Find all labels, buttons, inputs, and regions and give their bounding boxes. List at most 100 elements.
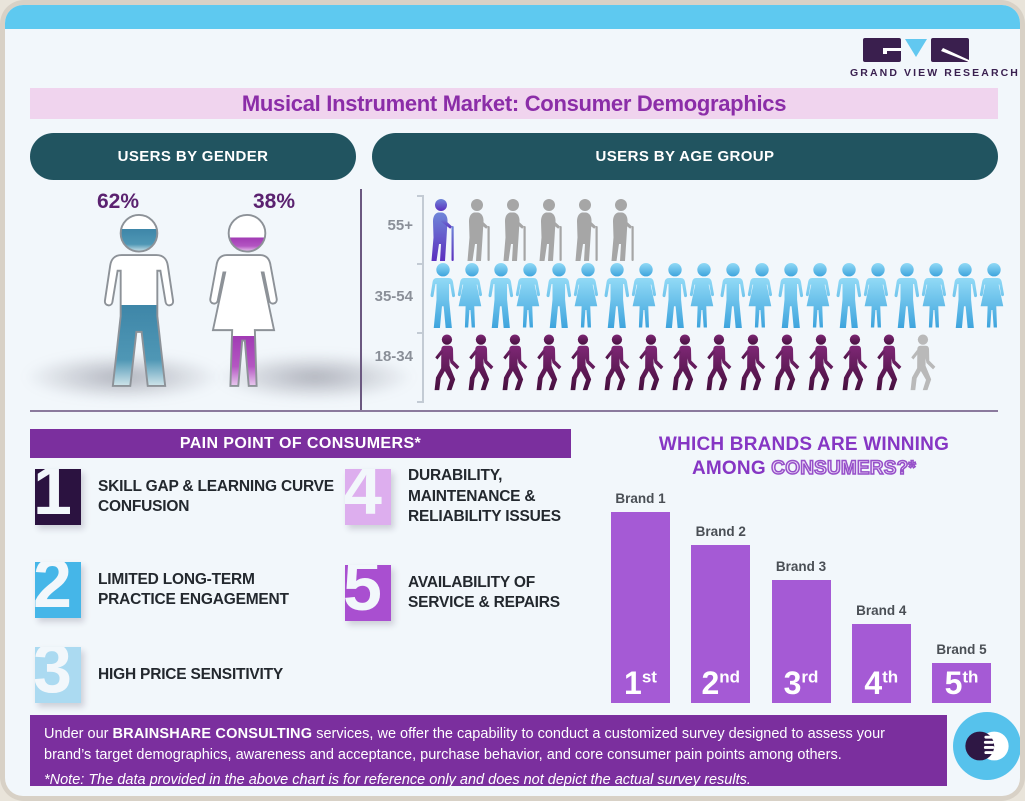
adult-alternating-icon [862, 262, 894, 330]
adult-alternating-icon [920, 262, 952, 330]
walking-person-icon [665, 334, 703, 392]
brand-label: Brand 5 [936, 642, 987, 657]
age-row-icons-55plus [427, 197, 643, 267]
infographic-page: GRAND VIEW RESEARCH Musical Instrument M… [5, 5, 1020, 796]
age-row-icons-35-54 [427, 262, 1007, 332]
pain-point-label: AVAILABILITY OF SERVICE & REPAIRS [408, 573, 560, 611]
walking-person-icon [495, 334, 533, 392]
digit-label: 1 [35, 469, 72, 525]
number-2-icon: 2 [35, 562, 81, 618]
walking-person-icon [767, 334, 805, 392]
users-by-age-header: USERS BY AGE GROUP [372, 133, 998, 180]
footer-note: *Note: The data provided in the above ch… [44, 772, 751, 789]
top-accent-bar [5, 5, 1020, 29]
pain-point-label: DURABILITY, MAINTENANCE & RELIABILITY IS… [408, 467, 561, 526]
rank-label: 5th [944, 665, 979, 701]
walking-person-icon [631, 334, 669, 392]
bar-column-brand-4: Brand 4 4th [851, 491, 911, 703]
bar: 5th [932, 663, 991, 703]
axis-tick [417, 195, 424, 197]
bar: 1st [611, 512, 670, 703]
elder-with-cane-icon [607, 197, 643, 263]
digit-label: 5 [345, 565, 382, 621]
horizontal-divider [30, 410, 998, 412]
adult-alternating-icon [572, 262, 604, 330]
brand-label: Brand 4 [856, 603, 907, 618]
adult-alternating-icon [456, 262, 488, 330]
bar: 4th [851, 624, 911, 703]
brands-title-line2-outline: CONSUMERS?* [771, 457, 917, 480]
male-figure-icon [104, 213, 174, 387]
footer-banner: Under our BRAINSHARE CONSULTING services… [30, 715, 947, 788]
users-by-gender-header: USERS BY GENDER [30, 133, 356, 180]
pain-point-label: HIGH PRICE SENSITIVITY [98, 665, 284, 683]
footer-text-prefix: Under our [44, 726, 113, 742]
walking-person-icon [733, 334, 771, 392]
walking-person-icon [801, 334, 839, 392]
number-4-icon: 4 [345, 469, 391, 525]
adult-alternating-icon [775, 262, 807, 330]
adult-alternating-icon [659, 262, 691, 330]
adult-alternating-icon [688, 262, 720, 330]
digit-label: 3 [35, 647, 72, 703]
bar: 3rd [771, 580, 831, 703]
elder-with-cane-icon [427, 197, 463, 263]
female-percentage: 38% [252, 190, 296, 213]
gvr-logo-icon [863, 38, 969, 62]
elder-with-cane-icon [463, 197, 499, 263]
adult-alternating-icon [833, 262, 865, 330]
bar-column-brand-2: Brand 2 2nd [691, 491, 751, 703]
bar-column-brand-5: Brand 5 5th [932, 491, 991, 703]
age-row-icons-18-34 [427, 334, 937, 404]
title-banner: Musical Instrument Market: Consumer Demo… [30, 88, 998, 119]
pain-point-item-1: 1 SKILL GAP & LEARNING CURVE CONFUSION [35, 465, 335, 529]
age-row-label-18-34: 18-34 [374, 348, 413, 365]
pain-points-header: PAIN POINT OF CONSUMERS* [30, 429, 571, 458]
footer-text: Under our BRAINSHARE CONSULTING services… [44, 724, 933, 765]
brands-bar-chart: Brand 1 1st Brand 2 2nd Brand 3 3rd Brand 4 4th… [611, 491, 991, 703]
gvr-logo-text: GRAND VIEW RESEARCH [850, 67, 1020, 79]
bar-column-brand-3: Brand 3 3rd [771, 491, 831, 703]
adult-alternating-icon [630, 262, 662, 330]
brands-chart-title: WHICH BRANDS ARE WINNING AMONG CONSUMERS… [607, 433, 1001, 481]
bar-column-brand-1: Brand 1 1st [611, 491, 670, 703]
walking-person-icon [869, 334, 907, 392]
axis-tick [417, 332, 424, 334]
walking-person-icon [529, 334, 567, 392]
axis-tick [417, 263, 424, 265]
walking-person-icon [427, 334, 465, 392]
male-percentage: 62% [96, 190, 140, 213]
pain-point-item-5: 5 AVAILABILITY OF SERVICE & REPAIRS [345, 561, 605, 625]
adult-alternating-icon [891, 262, 923, 330]
brand-label: Brand 1 [615, 491, 666, 506]
pain-point-item-2: 2 LIMITED LONG-TERM PRACTICE ENGAGEMENT [35, 558, 335, 622]
female-figure-icon [209, 213, 278, 387]
brainshare-consulting-icon [953, 712, 1020, 780]
vertical-divider [360, 189, 362, 411]
pain-point-label: LIMITED LONG-TERM PRACTICE ENGAGEMENT [98, 570, 289, 608]
rank-label: 2nd [701, 665, 741, 701]
number-3-icon: 3 [35, 647, 81, 703]
brand-label: Brand 2 [695, 524, 746, 539]
rank-label: 1st [624, 665, 657, 701]
elder-with-cane-icon [571, 197, 607, 263]
pain-points-header-label: PAIN POINT OF CONSUMERS* [179, 434, 422, 452]
adult-alternating-icon [601, 262, 633, 330]
adult-alternating-icon [514, 262, 546, 330]
adult-alternating-icon [804, 262, 836, 330]
footer-brainshare-label: BRAINSHARE CONSULTING [112, 726, 313, 742]
walking-person-icon [835, 334, 873, 392]
rank-label: 4th [864, 665, 899, 701]
walking-person-icon [563, 334, 601, 392]
adult-alternating-icon [427, 262, 459, 330]
digit-label: 4 [345, 469, 382, 525]
adult-alternating-icon [978, 262, 1010, 330]
age-row-label-55plus: 55+ [387, 217, 413, 234]
rank-label: 3rd [783, 665, 819, 701]
adult-alternating-icon [949, 262, 981, 330]
users-by-age-label: USERS BY AGE GROUP [595, 148, 775, 165]
brands-title-line2-solid: AMONG [691, 457, 766, 479]
elder-with-cane-icon [499, 197, 535, 263]
pain-point-item-3: 3 HIGH PRICE SENSITIVITY [35, 643, 335, 707]
